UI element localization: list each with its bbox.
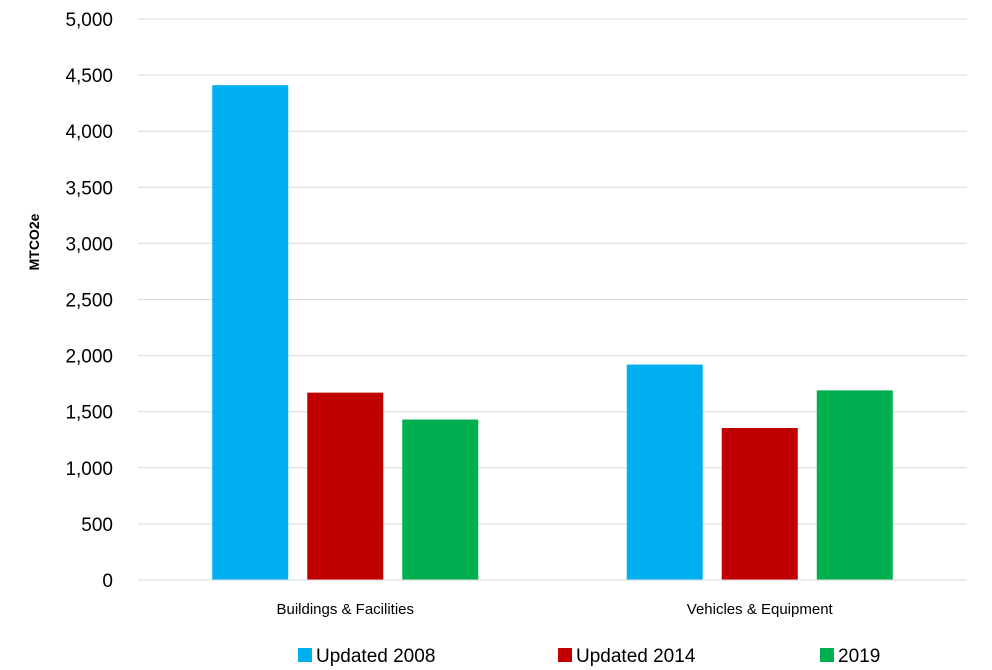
legend-label: Updated 2008 xyxy=(316,646,435,667)
y-tick-label: 3,000 xyxy=(65,234,113,255)
legend-label: 2019 xyxy=(838,646,880,667)
y-tick-label: 2,500 xyxy=(65,291,113,312)
legend-swatch xyxy=(820,648,834,662)
y-tick-label: 1,000 xyxy=(65,459,113,480)
y-tick-label: 5,000 xyxy=(65,10,113,31)
bar xyxy=(721,427,798,580)
y-tick-label: 0 xyxy=(102,571,113,592)
y-tick-label: 2,000 xyxy=(65,347,113,368)
bar xyxy=(212,85,289,580)
x-category-label: Vehicles & Equipment xyxy=(687,601,834,618)
legend-swatch xyxy=(298,648,312,662)
legend: Updated 2008 Updated 2014 2019 xyxy=(298,646,880,667)
y-axis-ticks: 0 500 1,000 1,500 2,000 2,500 3,000 3,500 4,000 4… xyxy=(65,10,113,592)
y-tick-label: 500 xyxy=(81,515,113,536)
legend-swatch xyxy=(558,648,572,662)
bar xyxy=(816,390,893,580)
bar xyxy=(307,392,384,580)
y-axis-title: MTCO2e xyxy=(26,213,42,270)
y-tick-label: 4,500 xyxy=(65,66,113,87)
bars xyxy=(212,85,893,580)
x-category-label: Buildings & Facilities xyxy=(276,601,414,618)
y-tick-label: 3,500 xyxy=(65,178,113,199)
y-tick-label: 4,000 xyxy=(65,122,113,143)
legend-label: Updated 2014 xyxy=(576,646,696,667)
x-axis-categories: Buildings & Facilities Vehicles & Equipme… xyxy=(276,601,833,618)
y-tick-label: 1,500 xyxy=(65,403,113,424)
bar xyxy=(402,419,479,580)
bar xyxy=(626,364,703,580)
